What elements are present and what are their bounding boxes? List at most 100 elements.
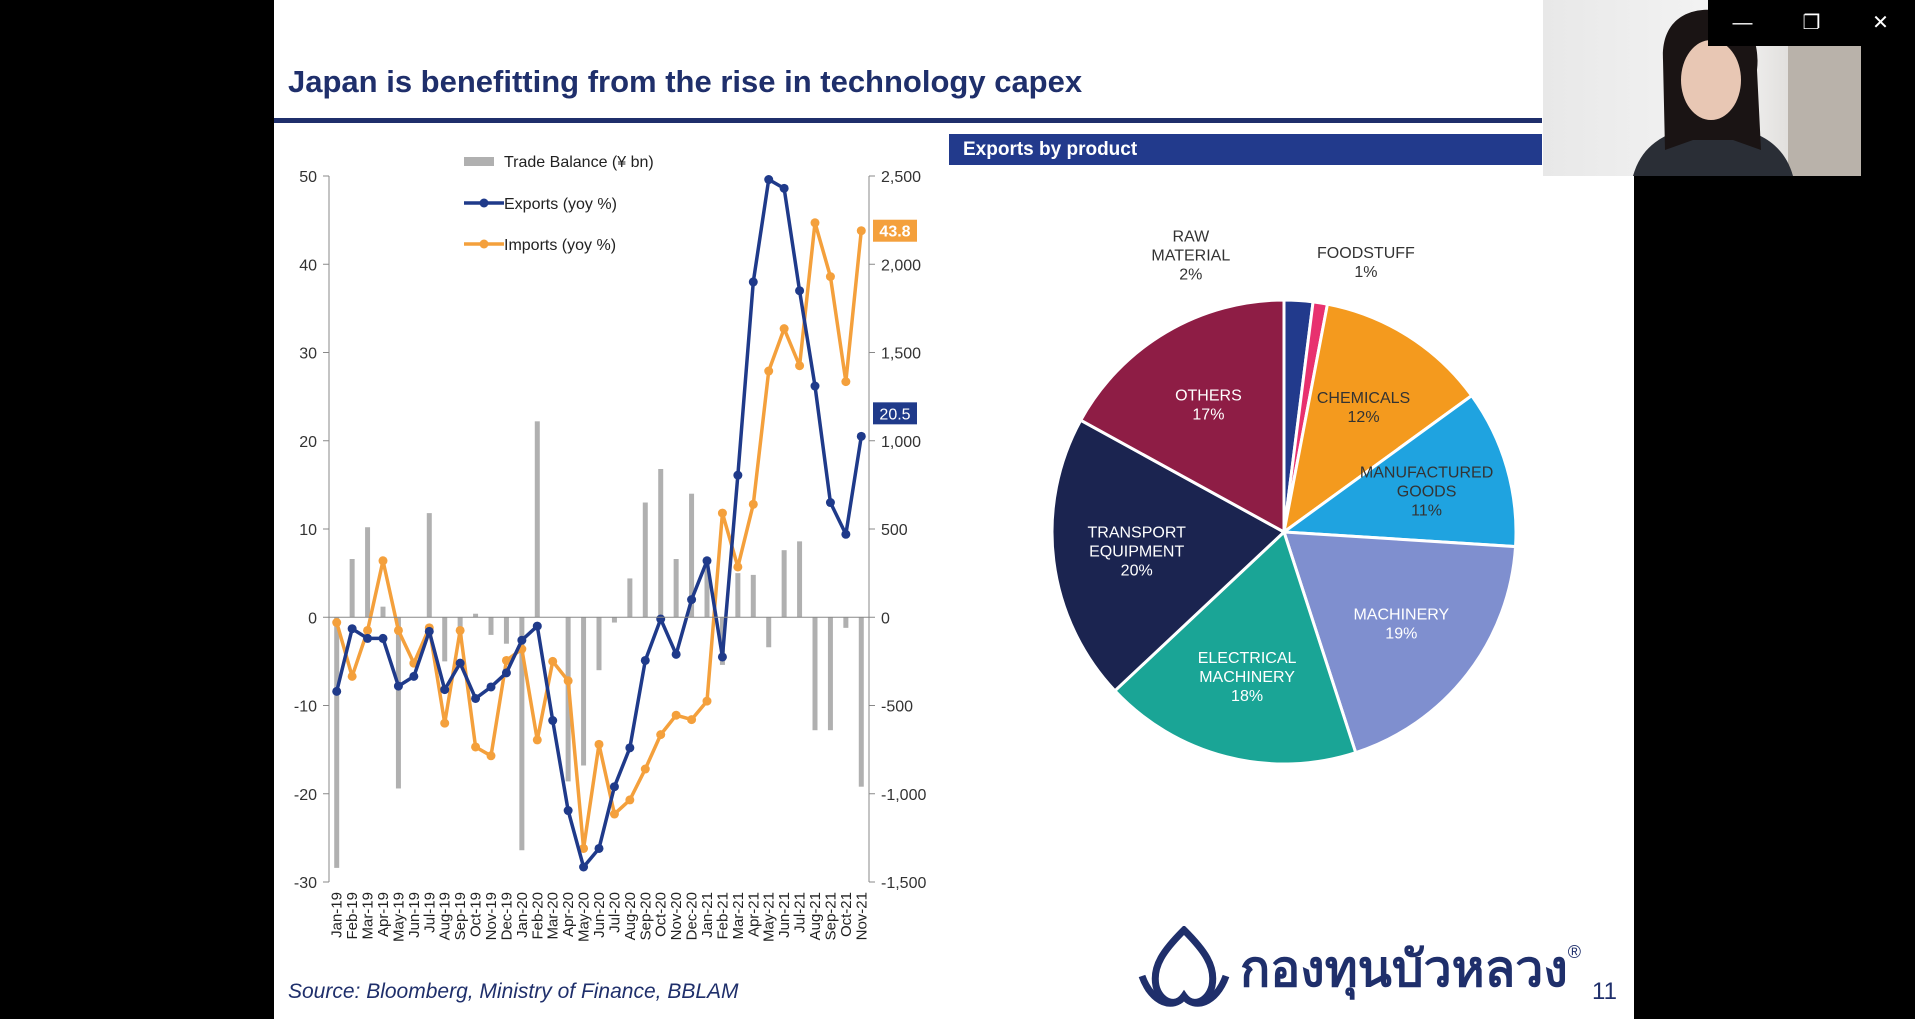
x-tick-label: Feb-20: [529, 892, 546, 940]
x-tick-label: May-20: [576, 892, 593, 942]
right-tick-label: -1,500: [881, 875, 926, 892]
exports-point: [594, 843, 604, 853]
pie-label: EQUIPMENT: [1089, 544, 1184, 561]
imports-point: [656, 730, 666, 740]
trade-balance-bar: [704, 560, 710, 618]
x-tick-label: Sep-19: [452, 892, 469, 940]
x-tick-label: Aug-21: [807, 892, 824, 940]
x-tick-label: Nov-21: [853, 892, 870, 940]
trade-balance-bar: [797, 541, 803, 618]
pie-label: CHEMICALS: [1317, 390, 1410, 407]
pie-slice: [1281, 530, 1518, 755]
trade-balance-bar: [766, 617, 772, 648]
pie-slice: [1050, 418, 1287, 693]
exports-point: [347, 624, 357, 634]
imports-point: [733, 562, 743, 572]
pie-label: 12%: [1348, 409, 1380, 426]
restore-icon: ❐: [1802, 12, 1821, 34]
trade-balance-bar: [503, 617, 509, 644]
imports-point: [378, 556, 388, 566]
exports-point: [363, 633, 373, 643]
left-tick-label: 10: [299, 522, 317, 539]
exports-last-badge: [873, 402, 917, 425]
exports-point: [625, 743, 635, 753]
trade-balance-bar: [735, 573, 741, 618]
exports-line: [335, 177, 864, 869]
trade-balance-bar: [596, 617, 602, 671]
exports-point: [702, 556, 712, 566]
trade-balance-bar: [334, 617, 340, 868]
x-tick-label: Nov-20: [668, 892, 685, 940]
pie-label: GOODS: [1397, 484, 1457, 501]
exports-point: [656, 614, 666, 624]
legend-trade-swatch: [464, 157, 494, 166]
trade-balance-bar: [380, 606, 386, 618]
imports-point: [748, 499, 758, 509]
x-tick-label: Mar-20: [545, 892, 562, 940]
exports-point: [471, 693, 481, 703]
left-tick-label: 20: [299, 434, 317, 451]
x-tick-label: May-21: [761, 892, 778, 942]
imports-point: [717, 508, 727, 518]
imports-point: [548, 656, 558, 666]
pie-label: RAW: [1172, 230, 1210, 246]
x-tick-label: Dec-19: [498, 892, 515, 940]
minimize-icon: —: [1732, 12, 1753, 34]
pie-label: OTHERS: [1175, 388, 1242, 405]
right-tick-label: 2,000: [881, 257, 921, 274]
trade-balance-bar: [519, 617, 525, 851]
exports-point: [825, 498, 835, 508]
trade-balance-bar: [642, 502, 648, 618]
x-tick-label: Jun-20: [591, 892, 608, 938]
right-tick-label: 1,500: [881, 346, 921, 363]
x-tick-label: Mar-21: [730, 892, 747, 940]
pie-label: MATERIAL: [1151, 248, 1230, 265]
right-tick-label: -500: [881, 699, 913, 716]
trade-balance-bar: [581, 617, 587, 766]
x-tick-label: Jan-20: [514, 892, 531, 938]
imports-point: [671, 710, 681, 720]
pie-label: ELECTRICAL: [1198, 650, 1297, 667]
trade-balance-bar: [488, 617, 494, 635]
logo-text: กองทุนบัวหลวง: [1240, 939, 1568, 998]
x-tick-label: Jun-21: [776, 892, 793, 938]
exports-point: [455, 658, 465, 668]
left-tick-label: -10: [294, 699, 317, 716]
imports-point: [501, 655, 511, 665]
imports-point: [825, 272, 835, 282]
left-tick-label: -30: [294, 875, 317, 892]
imports-point: [332, 618, 342, 628]
exports-point: [671, 649, 681, 659]
trade-balance-bar: [611, 617, 617, 623]
left-tick-label: 0: [308, 610, 317, 627]
trade-balance-bar: [750, 574, 756, 618]
imports-point: [363, 625, 373, 635]
close-button[interactable]: ✕: [1846, 0, 1915, 46]
pie-label: 1%: [1354, 264, 1377, 281]
trade-balance-bar: [426, 513, 432, 618]
x-tick-label: Jul-19: [421, 892, 438, 933]
minimize-button[interactable]: —: [1708, 0, 1777, 46]
pie-label: 17%: [1192, 407, 1224, 424]
imports-point: [702, 696, 712, 706]
exports-point: [378, 633, 388, 643]
x-tick-label: Oct-21: [838, 892, 855, 937]
trade-balance-bar: [627, 578, 633, 618]
trade-balance-bar: [658, 468, 664, 618]
pie-label: TRANSPORT: [1087, 525, 1186, 542]
exports-point: [532, 621, 542, 631]
exports-point: [409, 671, 419, 681]
x-tick-label: Sep-21: [822, 892, 839, 940]
right-tick-label: 500: [881, 522, 908, 539]
trade-balance-bar: [473, 613, 479, 618]
legend-exports-marker: [479, 198, 489, 208]
x-tick-label: Apr-19: [375, 892, 392, 937]
left-tick-label: -20: [294, 787, 317, 804]
imports-point: [393, 625, 403, 635]
imports-point: [810, 218, 820, 228]
exports-point: [332, 686, 342, 696]
exports-point: [764, 175, 774, 185]
pie-label: FOODSTUFF: [1317, 245, 1415, 262]
restore-button[interactable]: ❐: [1777, 0, 1846, 46]
exports-point: [640, 655, 650, 665]
